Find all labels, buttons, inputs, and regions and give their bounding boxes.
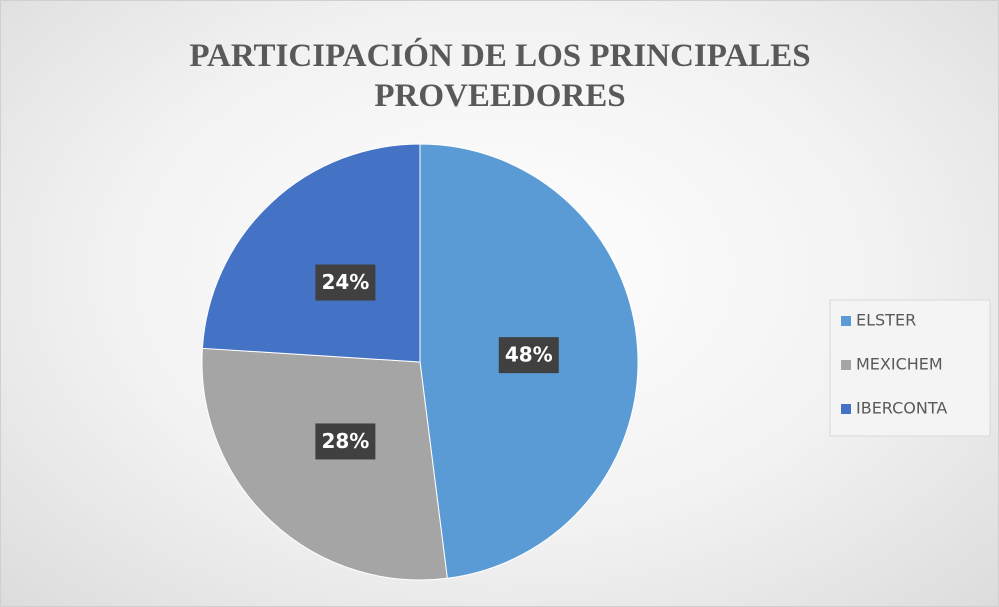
legend-label: ELSTER [856,311,916,330]
legend-label: MEXICHEM [856,355,943,374]
legend-marker [841,404,851,414]
data-label: 48% [505,343,553,367]
legend-label: IBERCONTA [856,399,947,418]
data-label: 28% [321,429,369,453]
data-label-box [315,264,376,301]
data-label-box [498,337,559,374]
legend-marker [841,360,851,370]
chart-title: PARTICIPACIÓN DE LOS PRINCIPALES PROVEED… [189,38,811,114]
data-label: 24% [321,270,369,294]
pie-slice [201,143,421,363]
data-label-box [315,423,376,460]
legend-marker [841,316,851,326]
legend-box [829,299,991,437]
pie-slice [201,347,448,581]
